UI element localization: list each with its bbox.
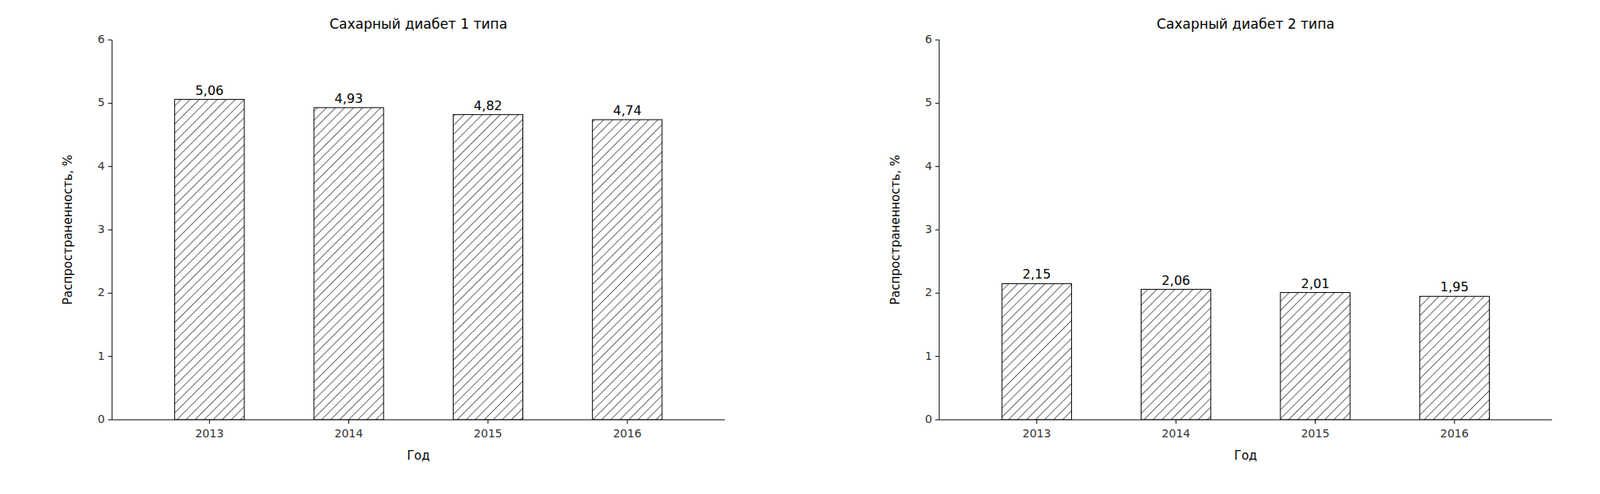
y-tick [107,230,112,231]
y-tick [935,356,940,358]
figure: 5,064,934,824,7401234562013201420152016С… [0,0,1600,494]
y-tick-label: 1 [97,349,105,363]
title: Сахарный диабет 1 типа [329,15,508,32]
y-tick-label: 3 [925,222,933,236]
y-tick-label: 6 [925,32,933,46]
data-label: 2,06 [1161,273,1191,289]
bar [313,107,384,421]
y-tick [107,293,112,294]
x-tick-label: 2016 [612,427,642,441]
chart-root: 5,064,934,824,7401234562013201420152016С… [0,0,1600,494]
y-tick [935,103,940,104]
x-tick [209,420,211,425]
x-tick-label: 2015 [473,427,503,441]
x-tick-label: 2013 [194,427,224,441]
y-axis-label: Распространенность, % [888,154,903,306]
bar [452,115,523,421]
y-tick [107,166,112,167]
y-tick-label: 5 [925,95,933,109]
x-tick-label: 2016 [1440,427,1469,441]
y-tick [935,293,940,294]
y-tick-label: 0 [925,412,933,426]
bar [1280,293,1350,421]
data-label: 4,93 [334,91,364,107]
x-axis-label: Год [1234,448,1258,464]
bar [1001,283,1072,421]
bar [1141,289,1211,421]
panel: 2,15 2,06 2,01 1,95 0 1 2 3 4 5 6 2013 2014 2015 2016 С… [888,15,1553,464]
y-axis-label: Распространенность, % [60,154,76,306]
x-tick-label: 2013 [1022,427,1052,441]
y-tick-label: 2 [97,285,105,299]
y-tick-label: 0 [97,412,105,426]
bar [1419,296,1489,421]
data-label: 2,01 [1301,276,1331,292]
x-tick [1453,420,1455,425]
y-tick [935,230,940,231]
y-tick-label: 4 [925,159,933,173]
data-label: 4,74 [612,103,642,119]
x-tick [1036,420,1037,425]
x-tick [1175,420,1177,425]
y-tick-label: 4 [97,159,105,173]
title: Сахарный диабет 2 типа [1156,15,1335,32]
y-tick-label: 2 [925,285,933,299]
x-tick-label: 2014 [1161,427,1191,441]
x-tick [348,420,350,425]
x-axis-line [939,420,1553,421]
y-tick-label: 5 [97,95,105,109]
x-axis-line [111,420,725,421]
y-tick-label: 1 [925,349,933,363]
data-label: 4,82 [473,98,503,114]
bars [174,99,663,421]
bar [592,119,663,421]
data-label: 1,95 [1440,279,1469,295]
y-tick-label: 6 [97,32,105,46]
y-tick [107,420,112,421]
y-tick-label: 3 [97,222,105,236]
y-tick [107,103,112,104]
bars [1001,283,1489,421]
y-tick [935,166,940,167]
x-tick-label: 2014 [334,427,364,441]
y-tick [935,39,940,41]
data-label: 2,15 [1022,266,1052,282]
x-axis-label: Год [406,448,430,464]
x-tick [1314,420,1316,425]
y-tick [935,420,940,421]
panel: 5,06 4,93 4,82 4,74 0 1 2 3 4 5 6 2013 2014 2015 2016 С… [60,15,725,464]
data-label: 5,06 [194,83,224,99]
bar [174,99,245,421]
x-tick [627,420,628,425]
y-tick [107,356,112,358]
y-tick [107,39,112,41]
x-tick [487,420,489,425]
x-tick-label: 2015 [1301,427,1331,441]
